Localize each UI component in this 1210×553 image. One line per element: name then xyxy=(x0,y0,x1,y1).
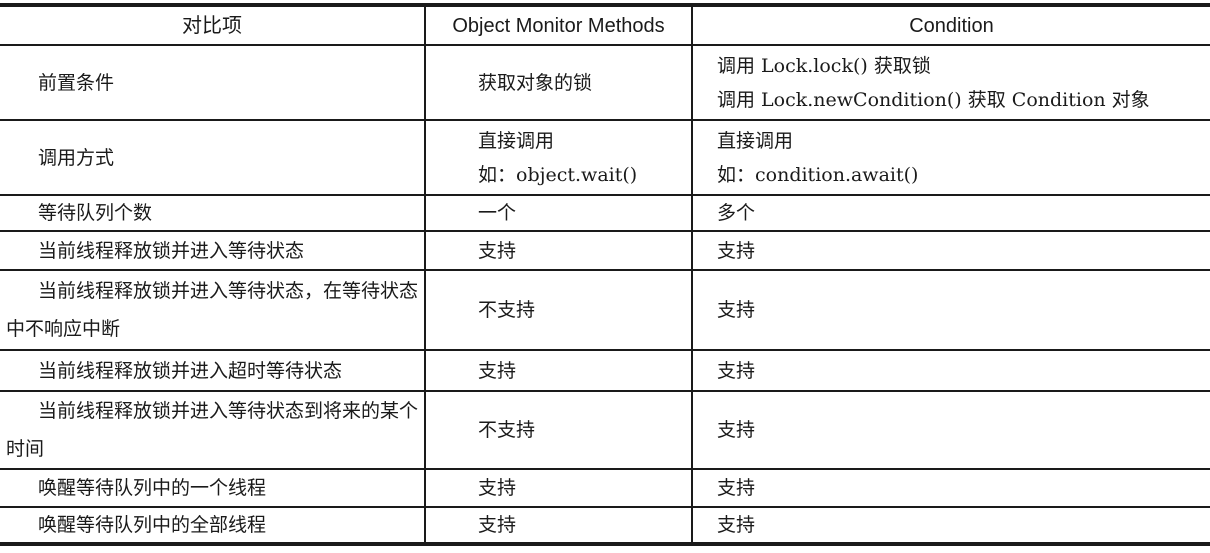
monitor-text: 不支持 xyxy=(478,419,536,441)
condition-text: 支持 xyxy=(717,514,756,536)
item-cell: 当前线程释放锁并进入等待状态，在等待状态中不响应中断 xyxy=(0,269,426,351)
item-cell: 前置条件 xyxy=(0,44,426,121)
item-cell: 当前线程释放锁并进入等待状态 xyxy=(0,230,426,271)
condition-text: 支持 xyxy=(717,419,756,441)
monitor-text: 一个 xyxy=(478,202,517,224)
monitor-text: 支持 xyxy=(478,477,517,499)
monitor-cell: 不支持 xyxy=(424,390,693,470)
item-cell: 调用方式 xyxy=(0,119,426,196)
header-condition: Condition xyxy=(691,4,1210,46)
monitor-text: 不支持 xyxy=(478,299,536,321)
header-item: 对比项 xyxy=(0,4,426,46)
table-row: 前置条件 获取对象的锁 调用 Lock.lock() 获取锁调用 Lock.newC… xyxy=(0,44,1210,121)
monitor-text: 获取对象的锁 xyxy=(478,71,593,94)
table-row: 唤醒等待队列中的全部线程 支持 支持 xyxy=(0,506,1210,545)
condition-cell: 支持 xyxy=(691,230,1210,271)
monitor-cell: 直接调用如：object.wait() xyxy=(424,119,693,196)
condition-cell: 支持 xyxy=(691,390,1210,470)
condition-text: 调用 Lock.lock() 获取锁 xyxy=(717,54,931,77)
monitor-cell: 获取对象的锁 xyxy=(424,44,693,121)
condition-text: 多个 xyxy=(717,202,756,224)
condition-cell: 直接调用如：condition.await() xyxy=(691,119,1210,196)
monitor-cell: 一个 xyxy=(424,194,693,232)
condition-cell: 支持 xyxy=(691,349,1210,392)
header-monitor: Object Monitor Methods xyxy=(424,4,693,46)
table-row: 调用方式 直接调用 如：object.wait() 直接调用 如：condition.a… xyxy=(0,119,1210,196)
table-row: 等待队列个数 一个 多个 xyxy=(0,194,1210,232)
monitor-cell: 支持 xyxy=(424,506,693,545)
condition-cell: 调用 Lock.lock() 获取锁调用 Lock.newCondition()… xyxy=(691,44,1210,121)
table-row: 唤醒等待队列中的一个线程 支持 支持 xyxy=(0,468,1210,508)
table-row: 当前线程释放锁并进入等待状态，在等待状态中不响应中断 不支持 支持 xyxy=(0,269,1210,351)
condition-text: 支持 xyxy=(717,359,756,382)
table-row: 当前线程释放锁并进入等待状态 支持 支持 xyxy=(0,230,1210,271)
monitor-text: 如：object.wait() xyxy=(478,163,638,186)
monitor-cell: 支持 xyxy=(424,230,693,271)
condition-text: 支持 xyxy=(717,239,756,262)
condition-text: 调用 Lock.newCondition() 获取 Condition 对象 xyxy=(717,88,1150,111)
condition-text: 如：condition.await() xyxy=(717,163,919,186)
condition-cell: 支持 xyxy=(691,269,1210,351)
monitor-text: 支持 xyxy=(478,239,517,262)
condition-text: 直接调用 xyxy=(717,129,794,152)
item-cell: 等待队列个数 xyxy=(0,194,426,232)
condition-cell: 多个 xyxy=(691,194,1210,232)
monitor-cell: 支持 xyxy=(424,468,693,508)
monitor-cell: 不支持 xyxy=(424,269,693,351)
comparison-table: 对比项 Object Monitor Methods Condition 前置条… xyxy=(0,3,1210,546)
monitor-text: 直接调用 xyxy=(478,129,555,152)
table-row: 当前线程释放锁并进入等待状态到将来的某个时间 不支持 支持 xyxy=(0,390,1210,470)
condition-text: 支持 xyxy=(717,477,756,499)
item-cell: 当前线程释放锁并进入等待状态到将来的某个时间 xyxy=(0,390,426,470)
header-row: 对比项 Object Monitor Methods Condition xyxy=(0,4,1210,46)
item-cell: 当前线程释放锁并进入超时等待状态 xyxy=(0,349,426,392)
monitor-cell: 支持 xyxy=(424,349,693,392)
condition-cell: 支持 xyxy=(691,506,1210,545)
monitor-text: 支持 xyxy=(478,514,517,536)
condition-cell: 支持 xyxy=(691,468,1210,508)
item-cell: 唤醒等待队列中的全部线程 xyxy=(0,506,426,545)
monitor-text: 支持 xyxy=(478,359,517,382)
condition-text: 支持 xyxy=(717,299,756,321)
table-row: 当前线程释放锁并进入超时等待状态 支持 支持 xyxy=(0,349,1210,392)
item-cell: 唤醒等待队列中的一个线程 xyxy=(0,468,426,508)
